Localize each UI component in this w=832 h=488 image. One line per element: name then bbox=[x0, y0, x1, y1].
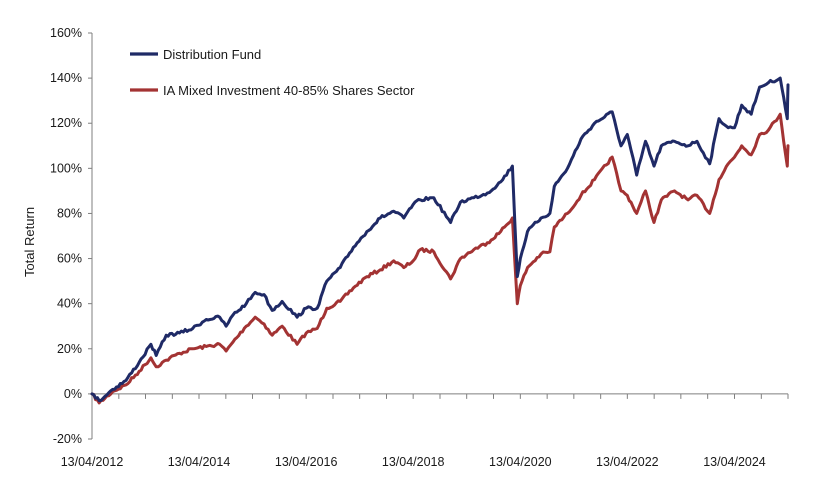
legend-label-1: IA Mixed Investment 40-85% Shares Sector bbox=[163, 83, 415, 98]
x-tick-label: 13/04/2016 bbox=[275, 455, 338, 469]
y-tick-label: 120% bbox=[50, 116, 82, 130]
series-line-1 bbox=[90, 112, 790, 405]
y-tick-label: 60% bbox=[57, 252, 82, 266]
y-tick-label: 40% bbox=[57, 297, 82, 311]
x-tick-label: 13/04/2018 bbox=[382, 455, 445, 469]
x-tick-label: 13/04/2024 bbox=[703, 455, 766, 469]
y-tick-label: 20% bbox=[57, 342, 82, 356]
y-tick-label: 160% bbox=[50, 26, 82, 40]
x-tick-label: 13/04/2020 bbox=[489, 455, 552, 469]
y-tick-label: 100% bbox=[50, 161, 82, 175]
legend-label-0: Distribution Fund bbox=[163, 47, 261, 62]
series-line-0 bbox=[90, 76, 790, 403]
series-layer bbox=[90, 76, 790, 405]
y-tick-label: -20% bbox=[53, 432, 82, 446]
x-tick-label: 13/04/2014 bbox=[168, 455, 231, 469]
y-tick-label: 140% bbox=[50, 71, 82, 85]
legend: Distribution Fund IA Mixed Investment 40-… bbox=[130, 47, 415, 98]
x-tick-label: 13/04/2022 bbox=[596, 455, 659, 469]
y-tick-label: 0% bbox=[64, 387, 82, 401]
y-tick-label: 80% bbox=[57, 206, 82, 220]
x-tick-label: 13/04/2012 bbox=[61, 455, 124, 469]
axes: -20% 0% 20% 40% 60% 80% 100% 120% 140% 160% 13/04/… bbox=[50, 26, 789, 469]
y-axis-title: Total Return bbox=[22, 207, 37, 277]
